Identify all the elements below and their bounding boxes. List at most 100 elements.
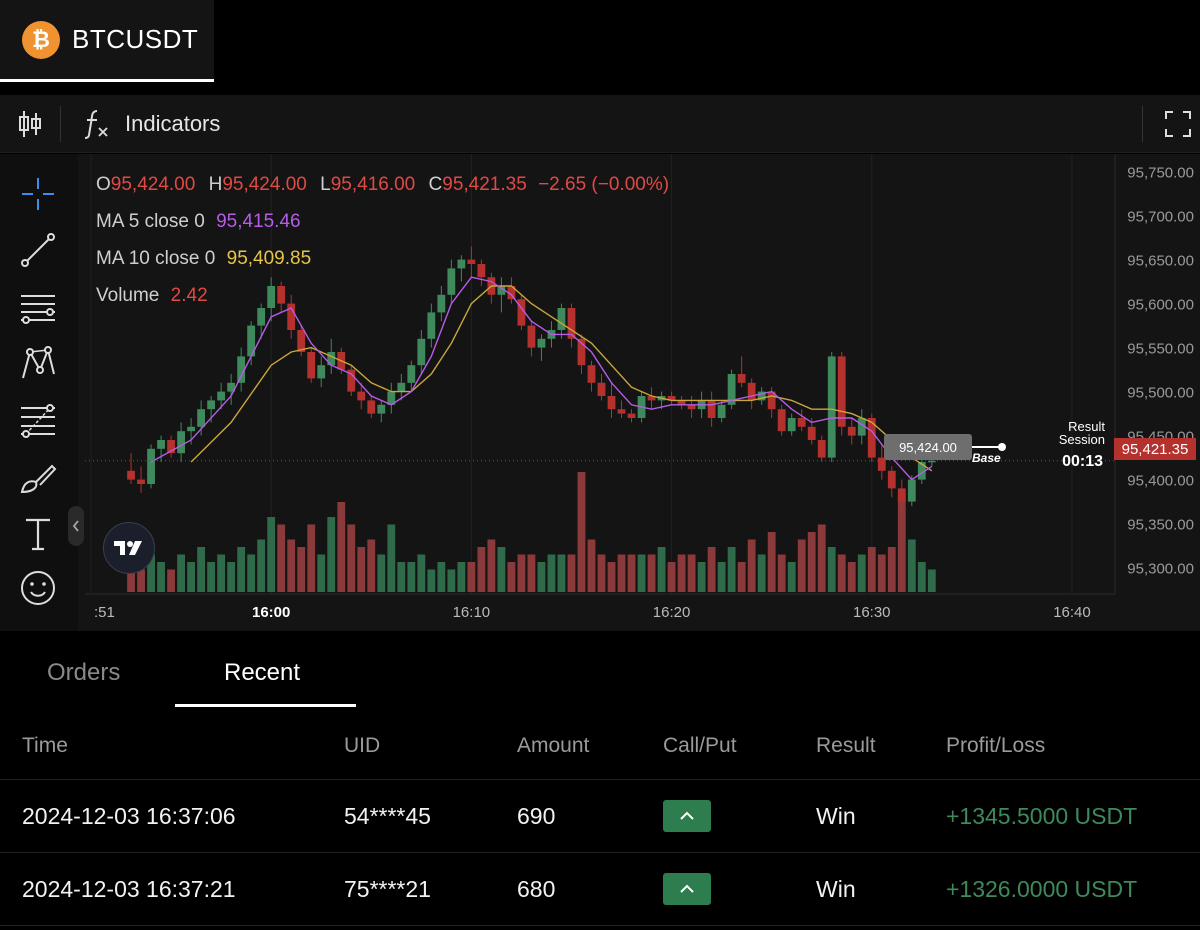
- volume-bar: [437, 562, 446, 592]
- col-amount: Amount: [517, 734, 590, 757]
- crosshair-tool[interactable]: [14, 170, 62, 218]
- text-tool[interactable]: [14, 510, 62, 558]
- candlestick-type-button[interactable]: [0, 95, 60, 153]
- row-time: 2024-12-03 16:37:21: [22, 876, 236, 902]
- volume-bar: [207, 562, 216, 592]
- volume-bar: [717, 562, 726, 592]
- candle-body: [757, 391, 766, 401]
- volume-bar: [197, 547, 206, 592]
- base-tag: Base: [972, 451, 1001, 465]
- trend-line-tool[interactable]: [14, 226, 62, 274]
- candle-body: [247, 325, 256, 357]
- volume-bar: [327, 517, 336, 592]
- x-tick-label: 16:10: [453, 604, 491, 621]
- candle-body: [827, 356, 836, 458]
- emoji-tool[interactable]: [14, 564, 62, 612]
- col-time: Time: [22, 734, 68, 757]
- candle-body: [347, 369, 356, 392]
- candle-body: [387, 391, 396, 405]
- candle-body: [857, 418, 866, 436]
- volume-bar: [307, 524, 316, 592]
- chevron-up-icon: [680, 884, 694, 893]
- tab-orders[interactable]: Orders: [47, 659, 121, 686]
- fullscreen-icon: [1165, 111, 1191, 137]
- symbol-tab[interactable]: ₿ BTCUSDT: [0, 0, 214, 82]
- volume-bar: [807, 532, 816, 592]
- volume-bar: [427, 569, 436, 592]
- candle-body: [507, 286, 516, 300]
- volume-bar: [837, 554, 846, 592]
- candle-body: [407, 365, 416, 383]
- candle-body: [917, 462, 926, 480]
- volume-bar: [627, 554, 636, 592]
- fullscreen-button[interactable]: [1160, 106, 1196, 142]
- row-uid: 54****45: [344, 803, 431, 829]
- indicators-button[interactable]: Indicators: [83, 95, 220, 153]
- current-price-tag: 95,421.35: [1114, 438, 1196, 460]
- ma10-legend[interactable]: MA 10 close 0 95,409.85: [96, 248, 311, 270]
- candle-body: [187, 426, 196, 432]
- chart-area[interactable]: :51 16:00 16:10 16:20 16:30 16:40 95,750.00 95,…: [0, 154, 1200, 631]
- ma5-legend[interactable]: MA 5 close 0 95,415.46: [96, 211, 301, 233]
- volume-bar: [487, 539, 496, 592]
- candle-body: [447, 268, 456, 295]
- volume-bar: [467, 562, 476, 592]
- candle-body: [777, 409, 786, 432]
- y-tick-label: 95,550.00: [1127, 341, 1194, 358]
- col-result: Result: [816, 734, 876, 757]
- table-row[interactable]: 2024-12-03 16:37:21 75****21 680 Win +13…: [0, 854, 1200, 926]
- row-profit-loss: +1345.5000 USDT: [946, 803, 1138, 829]
- candle-body: [647, 396, 656, 401]
- candle-body: [437, 294, 446, 313]
- brush-tool[interactable]: [14, 454, 62, 502]
- tradingview-logo[interactable]: [103, 522, 155, 574]
- close-value: 95,421.35: [442, 174, 527, 195]
- volume-bar: [847, 562, 856, 592]
- volume-bar: [897, 494, 906, 592]
- candle-body: [477, 264, 486, 278]
- toolbar-divider: [60, 105, 61, 142]
- collapse-rail-button[interactable]: [68, 506, 84, 546]
- volume-bar: [517, 554, 526, 592]
- text-tool-icon: [26, 518, 50, 551]
- ma10-line: [190, 285, 933, 472]
- price-chart[interactable]: :51 16:00 16:10 16:20 16:30 16:40 95,750.00 95,…: [0, 154, 1200, 631]
- chart-toolbar: Indicators: [0, 95, 1200, 153]
- col-profit-loss: Profit/Loss: [946, 734, 1046, 757]
- candle-body: [167, 440, 175, 454]
- candle-body: [567, 308, 576, 339]
- y-tick-label: 95,700.00: [1127, 209, 1194, 226]
- volume-bar: [887, 547, 896, 592]
- volume-bar: [907, 539, 916, 592]
- volume-bar: [497, 547, 506, 592]
- pattern-tool[interactable]: [14, 340, 62, 388]
- candle-body: [227, 382, 236, 392]
- fib-tool[interactable]: [14, 396, 62, 444]
- volume-bar: [657, 547, 666, 592]
- base-dot: [998, 443, 1006, 451]
- symbol-label: BTCUSDT: [72, 24, 199, 54]
- candle-body: [627, 413, 636, 418]
- candle-body: [307, 352, 316, 379]
- candle-body: [797, 418, 806, 427]
- tab-recent[interactable]: Recent: [224, 659, 301, 686]
- trend-line-icon: [21, 233, 55, 267]
- volume-bar: [567, 554, 576, 592]
- volume-bar: [187, 562, 196, 592]
- candle-body: [847, 426, 856, 436]
- volume-bar: [417, 554, 426, 592]
- volume-label: Volume: [96, 285, 160, 306]
- table-row[interactable]: 2024-12-03 16:37:06 54****45 690 Win +13…: [0, 781, 1200, 853]
- candle-body: [287, 303, 296, 330]
- volume-bar: [617, 554, 626, 592]
- horizontal-lines-tool[interactable]: [14, 284, 62, 332]
- volume-bar: [687, 554, 696, 592]
- call-badge: [663, 800, 711, 832]
- candle-body: [677, 400, 686, 405]
- candle-body: [837, 356, 846, 427]
- volume-legend[interactable]: Volume 2.42: [96, 285, 208, 307]
- candle-body: [597, 382, 606, 396]
- volume-bar: [137, 569, 145, 592]
- crosshair-icon: [22, 178, 54, 210]
- base-price-label: 95,424.00: [884, 434, 972, 460]
